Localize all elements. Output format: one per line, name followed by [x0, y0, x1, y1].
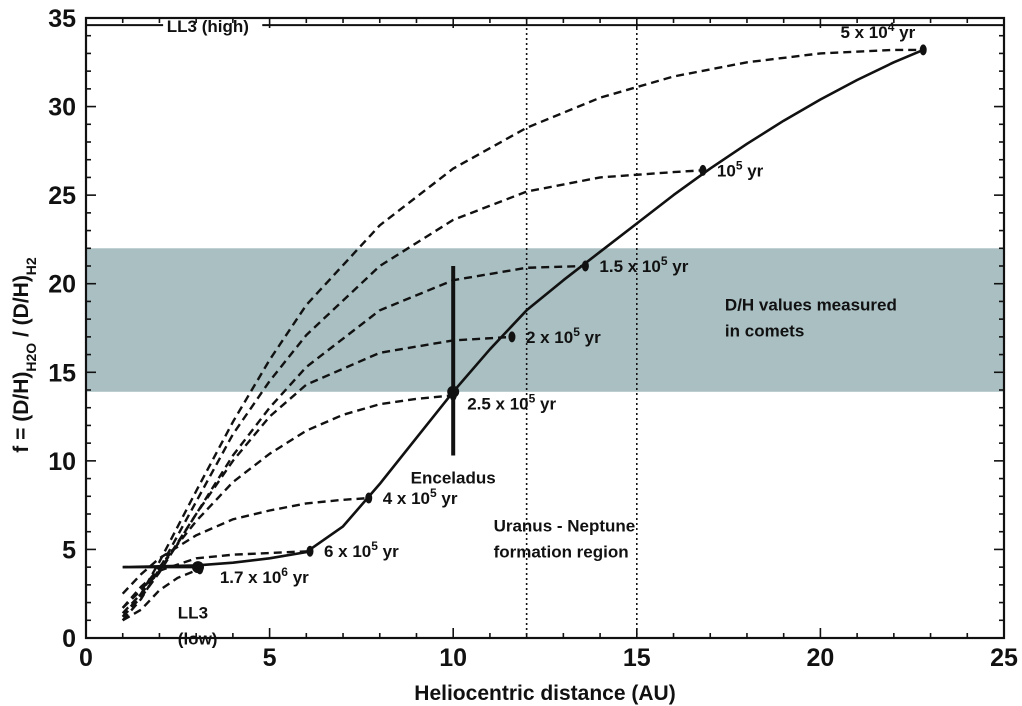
y-tick-label: 35 — [48, 5, 76, 33]
time-marker-point — [365, 492, 373, 504]
text-layer: D/H values measured in comets Uranus - Nep… — [48, 5, 1018, 672]
time-marker-point — [508, 331, 516, 343]
y-axis-title-base: f = (D/H) — [10, 372, 33, 453]
y-tick-label: 5 — [62, 536, 76, 564]
plot-frame — [84, 16, 1006, 640]
time-marker-label: 1.5 x 105 yr — [599, 254, 688, 276]
time-marker-point — [581, 260, 589, 272]
enceladus-label: Enceladus — [411, 469, 496, 488]
region-label-line: Uranus - Neptune — [494, 517, 636, 536]
time-marker-label: 4 x 105 yr — [383, 486, 458, 508]
x-tick-label: 15 — [623, 644, 651, 672]
time-marker-point — [699, 164, 707, 176]
time-marker-label: 5 x 104 yr — [840, 20, 915, 42]
axes-layer — [84, 16, 1006, 640]
x-tick-label: 10 — [439, 644, 467, 672]
enceladus-point — [447, 385, 460, 398]
series-line-solid — [122, 48, 924, 569]
time-marker-label: 105 yr — [717, 158, 764, 180]
x-axis-title: Heliocentric distance (AU) — [414, 682, 675, 705]
ll3-low-label-line: LL3 — [178, 604, 208, 623]
series-line-dashed-6 — [121, 496, 369, 595]
comet-band-layer — [86, 248, 1004, 392]
x-tick-label: 5 — [263, 644, 277, 672]
uranus-neptune-lines — [525, 18, 638, 638]
y-tick-label: 15 — [48, 359, 76, 387]
time-marker-label: 6 x 105 yr — [324, 539, 399, 561]
band-label-line: in comets — [725, 321, 804, 340]
region-label-line: formation region — [494, 543, 629, 562]
series-layer — [121, 48, 924, 622]
y-axis-title: f = (D/H)H2O / (D/H)H2 — [10, 257, 39, 453]
ll3-high-label: LL3 (high) — [167, 17, 249, 36]
time-marker-label: 1.7 x 106 yr — [220, 565, 309, 587]
series-line-dashed-8 — [122, 567, 201, 622]
series-line-dashed-7 — [121, 550, 311, 609]
x-tick-label: 20 — [806, 644, 834, 672]
time-marker-point — [919, 44, 927, 56]
y-tick-label: 0 — [62, 625, 76, 653]
y-tick-label: 20 — [48, 271, 76, 299]
time-marker-label: 2.5 x 105 yr — [467, 391, 556, 413]
marker-layer — [191, 44, 927, 575]
svg-text:f = (D/H)H2O / (D/H)H2: f = (D/H)H2O / (D/H)H2 — [10, 257, 39, 453]
y-axis-title-sub2: H2 — [23, 257, 39, 275]
y-axis-title-sub1: H2O — [23, 343, 39, 372]
ll3-low-label-line: (low) — [178, 630, 218, 649]
time-marker-point — [306, 545, 314, 557]
band-label-line: D/H values measured — [725, 295, 897, 314]
y-tick-label: 25 — [48, 182, 76, 210]
series-line-dashed-2 — [121, 169, 703, 622]
series-line-dashed-4 — [121, 335, 513, 615]
y-tick-label: 10 — [48, 448, 76, 476]
y-axis-title-mid: / (D/H) — [10, 275, 33, 343]
comet-dh-band — [86, 248, 1004, 392]
x-tick-label: 25 — [990, 644, 1018, 672]
time-marker-label: 2 x 105 yr — [526, 325, 601, 347]
x-tick-label: 0 — [79, 644, 93, 672]
series-line-dashed-3 — [121, 264, 586, 618]
time-marker-point — [196, 563, 204, 575]
y-tick-label: 30 — [48, 94, 76, 122]
series-line-dashed-1 — [121, 48, 924, 618]
